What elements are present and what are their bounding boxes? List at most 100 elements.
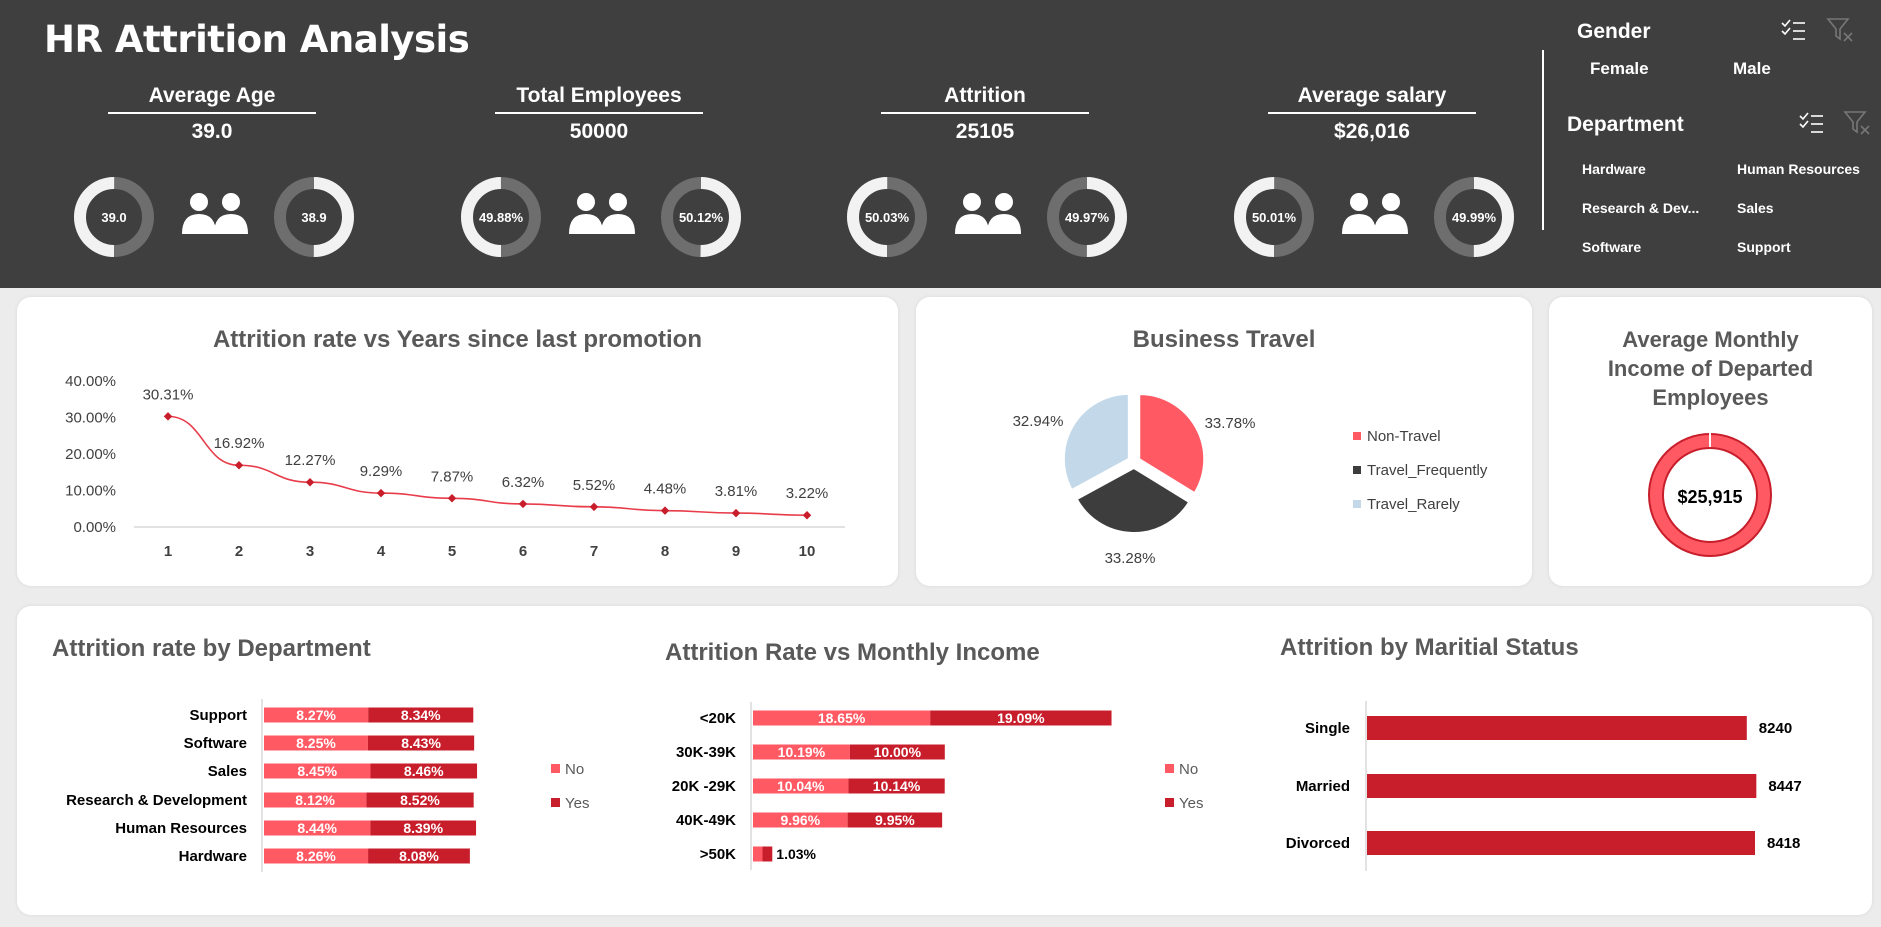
card-title-line: Income of Departed [1607,356,1814,381]
kpi-value: 25105 [955,120,1015,143]
legend-swatch [1353,466,1361,474]
legend-label: Travel_Frequently [1367,462,1488,479]
legend-label: Yes [1179,795,1203,812]
kpi-label: Total Employees [495,84,703,114]
card-title: Average Monthly Income of Departed Emplo… [1549,325,1872,412]
bar-segment [370,763,478,779]
x-tick-label: 6 [519,543,527,560]
data-point [234,460,244,470]
donut-fill [661,177,741,257]
slicer-item-female[interactable]: Female [1590,59,1649,78]
data-label: 7.87% [431,468,474,485]
slicer-divider [1542,50,1544,230]
x-tick-label: 1 [164,543,172,560]
bottom-charts-card: Attrition rate by Department Attrition R… [17,606,1872,915]
pie-chart: 33.78% 33.28% 32.94% Non-Travel Travel_Frequ… [1013,392,1488,567]
data-label: 30.31% [143,386,194,403]
bar-value-label: 8.34% [401,707,441,723]
donut-fill [1047,177,1127,257]
category-label: Software [184,735,247,752]
bar-value-label: 8.26% [296,848,336,864]
pie-slice [1138,393,1206,495]
category-label: Support [190,707,248,724]
bar-segment [762,846,773,862]
donut-label: 38.9 [301,210,326,225]
kpi-label: Attrition [881,84,1089,114]
slicer-item-research-dev[interactable]: Research & Dev... [1582,200,1700,216]
x-tick-label: 8 [661,543,669,560]
bar-segment [264,848,369,864]
bar-value-label: 9.95% [875,812,915,828]
category-label: 40K-49K [676,812,736,829]
slicer-item-support[interactable]: Support [1737,239,1791,255]
legend-swatch [1165,764,1174,773]
bar-segment [264,792,367,808]
data-label: 5.52% [573,477,616,494]
slicer-item-human-resources[interactable]: Human Resources [1737,161,1860,177]
kpi-label: Average salary [1268,84,1476,114]
bar-value-label: 8418 [1767,835,1800,852]
bar-value-label: 10.14% [873,778,921,794]
category-label: Research & Development [66,792,247,809]
donut-fill [461,177,541,257]
bar-value-label: 10.19% [778,744,826,760]
bar-segment [264,735,368,751]
chart-title: Attrition Rate vs Monthly Income [665,639,1040,666]
data-point [447,494,457,503]
donut-label: 49.99% [1452,210,1497,225]
bar-value-label: 8.12% [295,792,335,808]
legend-swatch [1353,432,1361,440]
bar-segment [368,848,470,864]
kpi-value: $26,016 [1334,120,1410,143]
legend-label: Non-Travel [1367,428,1441,445]
bar-segment [753,812,848,828]
page-title: HR Attrition Analysis [44,18,470,61]
clear-filter-icon[interactable] [1826,17,1854,43]
bar-value-label: 8.43% [401,735,441,751]
y-tick-label: 20.00% [65,446,116,463]
people-icon [955,193,1021,234]
chart-title: Attrition rate by Department [52,635,371,662]
kpi-value: 50000 [569,120,629,143]
bar-segment [753,710,931,726]
kpi-value: 39.0 [191,120,233,143]
slicer-item-male[interactable]: Male [1733,59,1771,78]
x-tick-label: 5 [448,543,456,560]
multi-select-icon[interactable] [1798,111,1824,135]
bar-value-label: 1.03% [776,846,816,862]
bar-segment [753,846,763,862]
donut-fill [1434,177,1514,257]
chart-title: Attrition rate vs Years since last promo… [212,326,703,353]
data-point [305,477,315,487]
income-value: $25,915 [1677,487,1742,507]
category-label: <20K [700,710,736,727]
legend-label: Yes [565,795,589,812]
bar [1367,831,1756,855]
category-label: Hardware [179,848,247,865]
slicer-item-hardware[interactable]: Hardware [1582,161,1646,177]
category-label: Sales [208,763,247,780]
kpi-attrition: Attrition 25105 50.03% 49.97% [832,80,1142,260]
clear-filter-icon[interactable] [1843,110,1871,136]
bar-segment [264,820,371,836]
income-departed-card: Average Monthly Income of Departed Emplo… [1549,297,1872,586]
legend-swatch [1353,500,1361,508]
legend-label: No [1179,761,1198,778]
slicer-item-sales[interactable]: Sales [1737,200,1774,216]
data-label: 16.92% [214,435,265,452]
bar-segment [264,707,369,723]
bar [1367,716,1747,740]
donut-label: 50.01% [1252,210,1297,225]
x-tick-label: 4 [377,543,386,560]
bar-value-label: 8447 [1768,778,1801,795]
multi-select-icon[interactable] [1780,18,1806,42]
bar-value-label: 8.08% [399,848,439,864]
people-icon [569,193,635,234]
donut-label: 50.03% [865,210,910,225]
data-point [518,499,528,509]
donut-label: 50.12% [679,210,724,225]
donut-label: 49.88% [479,210,524,225]
kpi-average-age: Average Age 39.0 39.0 38.9 [59,80,369,260]
department-slicer-title: Department [1567,113,1684,136]
slicer-item-software[interactable]: Software [1582,239,1642,255]
